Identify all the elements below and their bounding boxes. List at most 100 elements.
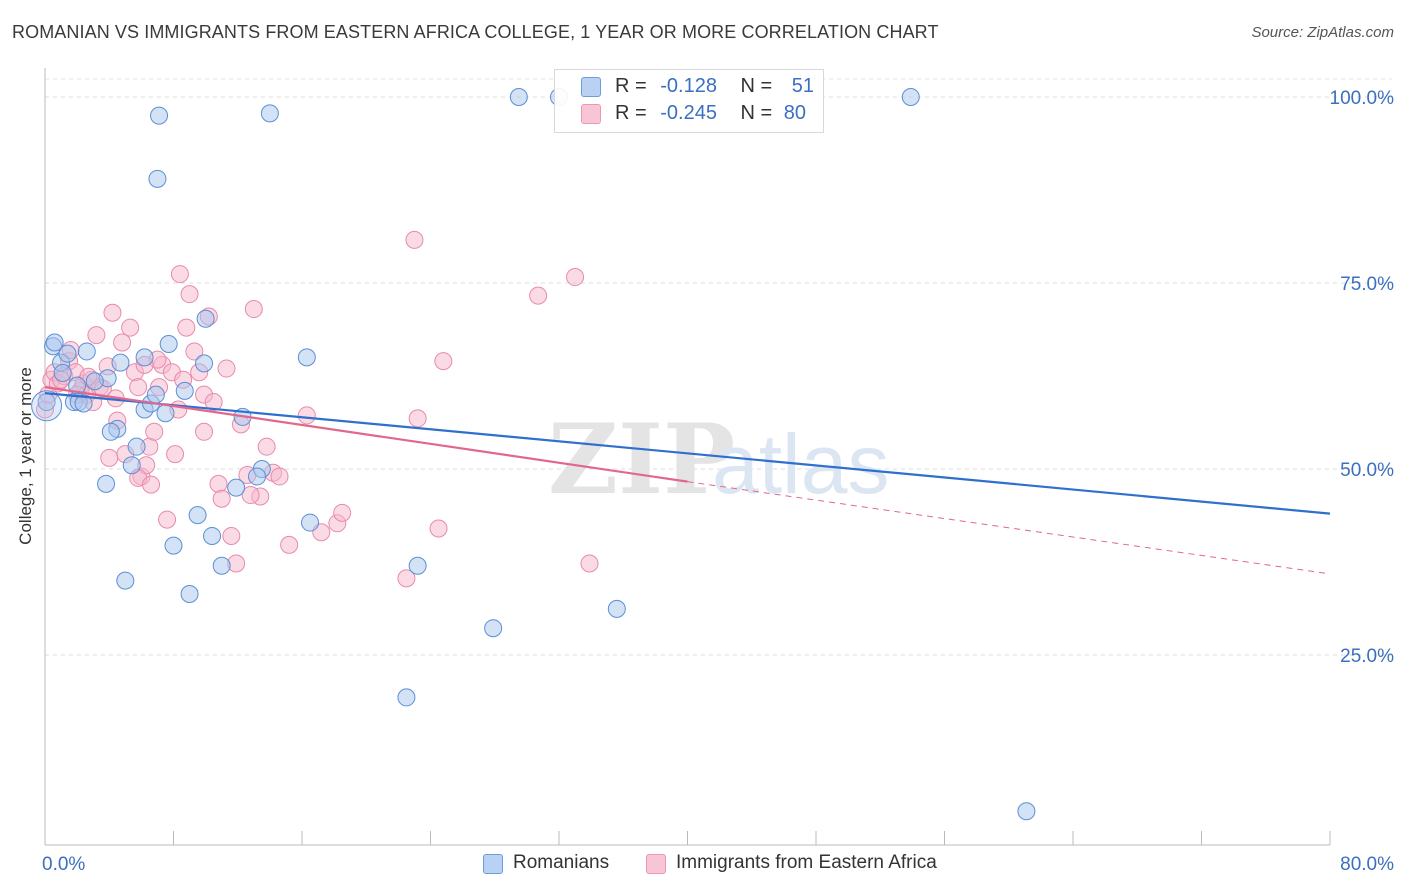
- y-tick-label: 50.0%: [1340, 460, 1394, 481]
- tick-labels: 25.0% 50.0% 75.0% 100.0% 0.0% 80.0%: [42, 88, 1394, 875]
- romanians-point: [127, 437, 146, 456]
- eastern-africa-point: [297, 406, 316, 425]
- eastern-africa-point: [103, 303, 122, 322]
- romanians-point: [150, 106, 169, 125]
- eastern-africa-point: [166, 445, 185, 464]
- romanians-point: [97, 474, 116, 493]
- legend-n-value: 51: [791, 75, 815, 97]
- eastern-africa-point: [113, 333, 132, 352]
- romanians-point: [58, 344, 77, 363]
- romanians-point: [135, 348, 154, 367]
- romanians-point: [195, 354, 214, 373]
- legend-n-label: N =: [740, 102, 773, 124]
- romanians-point: [188, 506, 207, 525]
- eastern-africa-point: [142, 475, 161, 494]
- eastern-africa-point: [405, 230, 424, 249]
- eastern-africa-point: [212, 489, 231, 508]
- correlation-legend: R = -0.128 N = 51 R = -0.245 N = 80: [554, 69, 824, 133]
- eastern-africa-point: [195, 422, 214, 441]
- x-tick-label: 80.0%: [1340, 854, 1394, 875]
- eastern-africa-point: [209, 474, 228, 493]
- eastern-africa-point: [145, 422, 164, 441]
- eastern-africa-point: [222, 526, 241, 545]
- romanians-trend-line: [44, 392, 1331, 515]
- eastern-africa-point: [408, 409, 427, 428]
- legend-r-label: R =: [615, 102, 647, 124]
- eastern-africa-point: [180, 285, 199, 304]
- eastern-africa-point: [100, 448, 119, 467]
- eastern-africa-point: [217, 359, 236, 378]
- eastern-africa-point: [87, 326, 106, 345]
- legend-swatch-romanians: [581, 77, 601, 97]
- eastern-africa-point: [529, 286, 548, 305]
- romanians-point: [53, 364, 72, 383]
- legend-r-value: -0.245: [660, 102, 717, 124]
- eastern-africa-point: [580, 554, 599, 573]
- romanians-point: [164, 536, 183, 555]
- eastern-africa-trend-line: [44, 386, 688, 483]
- watermark-zip: ZIP: [548, 403, 735, 516]
- romanians-point: [116, 571, 135, 590]
- romanians-point: [408, 556, 427, 575]
- eastern-africa-trend-extension: [687, 481, 1331, 575]
- y-tick-label: 100.0%: [1330, 88, 1395, 109]
- romanians-point: [484, 619, 503, 638]
- trend-lines: [44, 386, 1331, 575]
- legend-n-label: N =: [740, 75, 773, 97]
- eastern-africa-point: [121, 318, 140, 337]
- eastern-africa-point: [270, 467, 289, 486]
- eastern-africa-point: [158, 510, 177, 529]
- eastern-africa-point: [241, 486, 260, 505]
- romanians-point: [45, 333, 64, 352]
- romanians-point: [260, 104, 279, 123]
- romanians-point: [196, 309, 215, 328]
- y-axis-label: College, 1 year or more: [16, 367, 35, 545]
- eastern-africa-point: [129, 378, 148, 397]
- eastern-africa-point: [333, 503, 352, 522]
- x-tick-label: 0.0%: [42, 854, 85, 875]
- romanians-point: [203, 526, 222, 545]
- legend-swatch-eastern-africa: [581, 104, 601, 124]
- romanians-point: [901, 88, 920, 106]
- romanians-point: [248, 467, 267, 486]
- watermark: ZIP atlas: [548, 403, 889, 516]
- axes: [44, 68, 1331, 846]
- romanians-point: [111, 353, 130, 372]
- romanians-point: [156, 404, 175, 423]
- legend-r-value: -0.128: [660, 75, 717, 97]
- eastern-africa-point: [429, 519, 448, 538]
- eastern-africa-point: [280, 535, 299, 554]
- legend-label-eastern-africa: Immigrants from Eastern Africa: [676, 852, 937, 873]
- romanians-point: [159, 335, 178, 354]
- grid-lines: [45, 78, 1392, 656]
- romanians-point: [74, 394, 93, 413]
- eastern-africa-point: [397, 569, 416, 588]
- romanians-point: [77, 342, 96, 361]
- legend-swatch-romanians: [483, 854, 503, 874]
- romanians-point: [180, 584, 199, 603]
- romanians-point: [397, 688, 416, 707]
- romanians-point: [175, 381, 194, 400]
- legend-r-label: R =: [615, 75, 647, 97]
- series-eastern-africa-points: [36, 230, 599, 588]
- romanians-point: [146, 385, 165, 404]
- romanians-point: [509, 88, 528, 106]
- eastern-africa-point: [566, 268, 585, 287]
- legend-label-romanians: Romanians: [513, 852, 610, 873]
- romanians-point: [101, 422, 120, 441]
- romanians-point: [227, 478, 246, 497]
- eastern-africa-point: [185, 342, 204, 361]
- y-tick-label: 25.0%: [1340, 646, 1394, 667]
- romanians-point: [148, 169, 167, 188]
- legend-swatch-eastern-africa: [646, 854, 666, 874]
- y-tick-label: 75.0%: [1340, 274, 1394, 295]
- source-label: Source: ZipAtlas.com: [1251, 24, 1394, 41]
- eastern-africa-point: [177, 318, 196, 337]
- chart-title: ROMANIAN VS IMMIGRANTS FROM EASTERN AFRI…: [12, 22, 939, 42]
- series-romanians-points: [31, 88, 1036, 821]
- romanians-point: [31, 390, 63, 422]
- eastern-africa-point: [204, 393, 223, 412]
- romanians-point: [297, 348, 316, 367]
- legend-n-value: 80: [783, 102, 807, 124]
